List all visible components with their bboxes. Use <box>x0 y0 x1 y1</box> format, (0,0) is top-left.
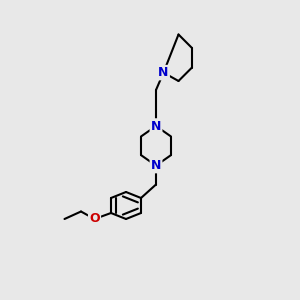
Text: N: N <box>151 119 161 133</box>
Text: N: N <box>158 66 169 79</box>
Text: O: O <box>89 212 100 226</box>
Text: N: N <box>151 159 161 172</box>
